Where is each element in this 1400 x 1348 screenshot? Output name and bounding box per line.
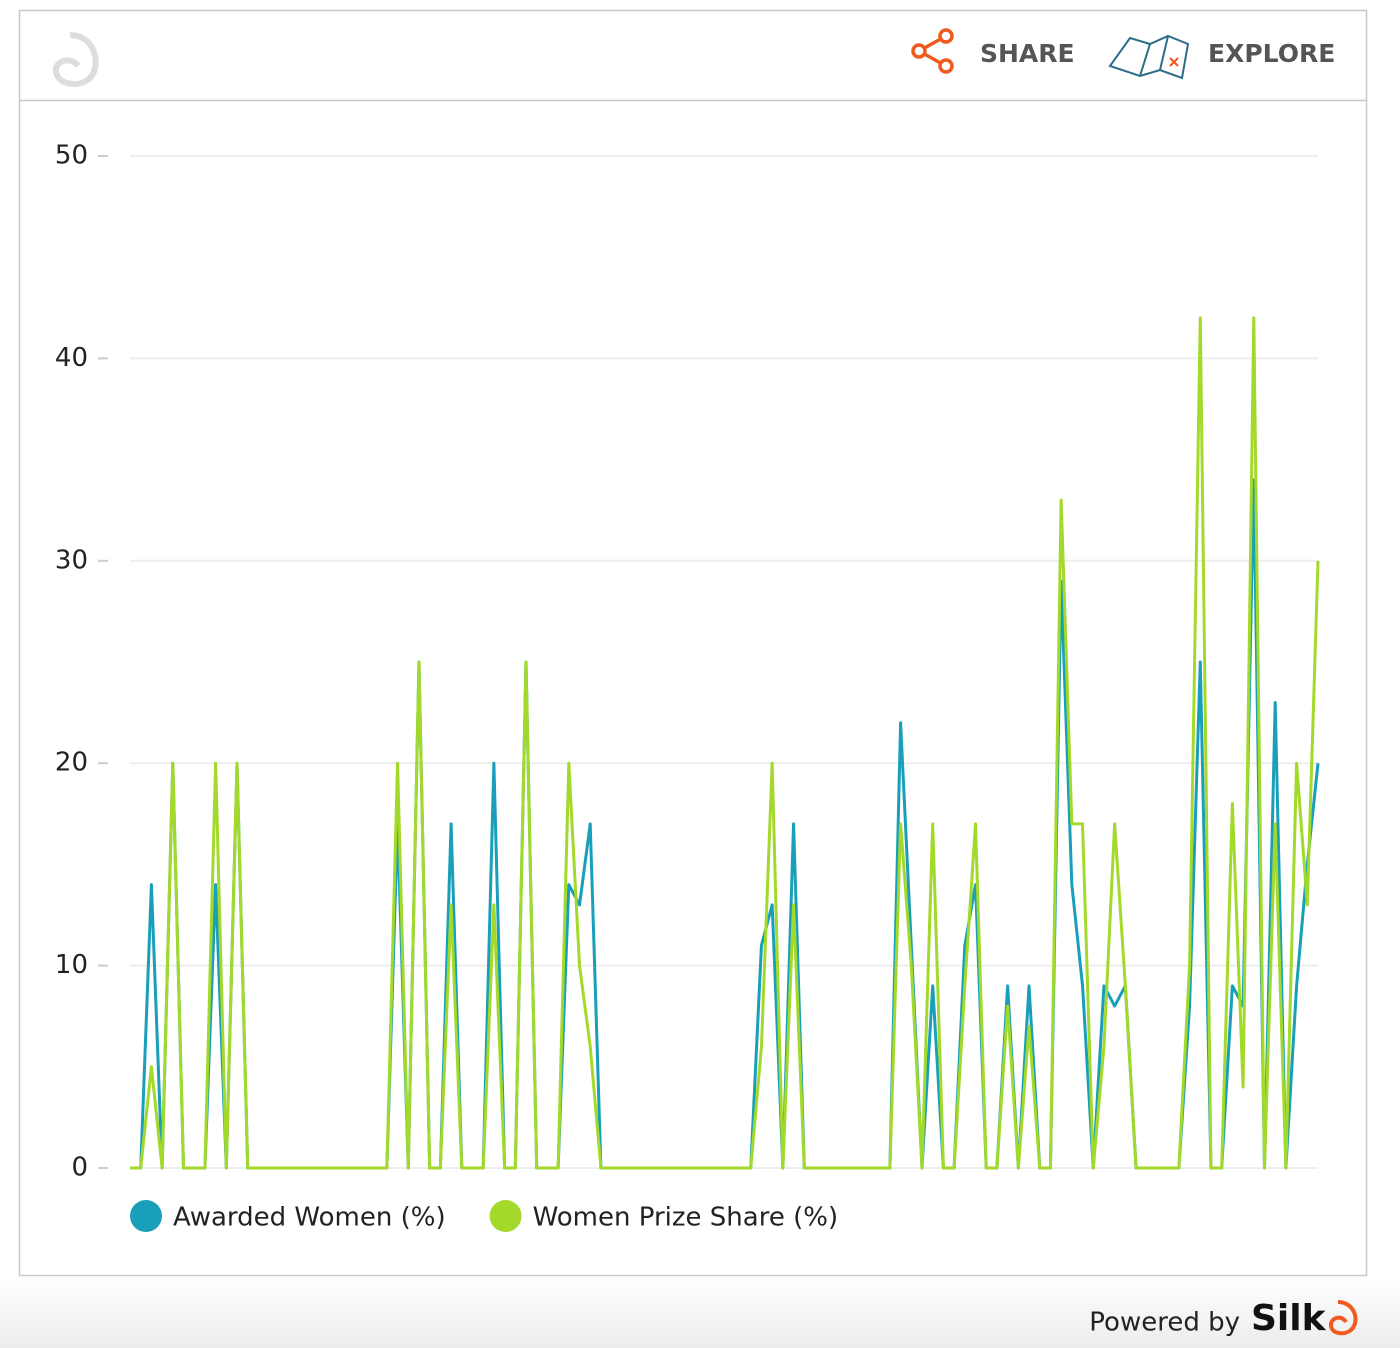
y-tick-label: 30 xyxy=(55,545,88,575)
y-tick-label: 20 xyxy=(55,748,88,778)
frame xyxy=(18,9,1368,1277)
y-tick-label: 40 xyxy=(55,343,88,373)
y-tick-label: 50 xyxy=(55,141,88,171)
brand-logo xyxy=(1329,1300,1358,1336)
legend-label: Women Prize Share (%) xyxy=(533,1203,839,1233)
line-series xyxy=(130,316,1320,1170)
logo xyxy=(52,32,99,87)
legend-swatch xyxy=(130,1200,162,1232)
powered-by: Powered by xyxy=(1089,1308,1240,1338)
explore-icon[interactable] xyxy=(1108,34,1190,80)
explore-button[interactable]: EXPLORE xyxy=(1208,39,1335,68)
brand[interactable]: Silk xyxy=(1251,1298,1327,1339)
y-tick-label: 0 xyxy=(71,1153,88,1183)
share-button[interactable]: SHARE xyxy=(980,39,1075,68)
legend-label: Awarded Women (%) xyxy=(173,1203,446,1233)
legend-swatch xyxy=(489,1200,522,1232)
footer-bg xyxy=(0,1276,1400,1348)
share-icon[interactable] xyxy=(911,28,954,74)
y-tick-label: 10 xyxy=(55,950,88,980)
